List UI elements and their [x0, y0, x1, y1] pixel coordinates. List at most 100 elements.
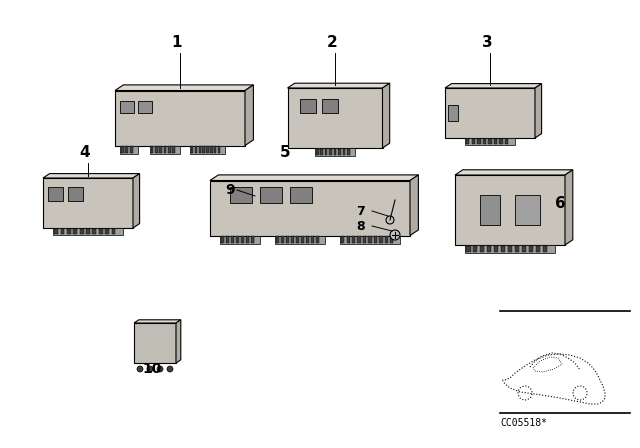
Polygon shape — [363, 236, 366, 243]
Polygon shape — [53, 228, 123, 235]
Polygon shape — [134, 323, 176, 363]
Polygon shape — [133, 174, 140, 228]
Polygon shape — [121, 146, 124, 153]
Polygon shape — [522, 246, 526, 252]
Polygon shape — [43, 178, 133, 228]
Polygon shape — [341, 236, 344, 243]
Polygon shape — [202, 146, 205, 153]
Text: 4: 4 — [80, 145, 90, 160]
Polygon shape — [134, 320, 181, 323]
Polygon shape — [515, 246, 519, 252]
Polygon shape — [565, 170, 573, 245]
Polygon shape — [369, 236, 372, 243]
Circle shape — [167, 366, 173, 372]
Polygon shape — [410, 175, 419, 236]
Polygon shape — [164, 146, 166, 153]
Polygon shape — [385, 236, 388, 243]
Bar — [448, 105, 458, 121]
Polygon shape — [150, 146, 180, 154]
Polygon shape — [346, 236, 350, 243]
Circle shape — [390, 230, 400, 240]
Polygon shape — [494, 139, 497, 144]
Polygon shape — [125, 146, 128, 153]
Bar — [290, 187, 312, 203]
Polygon shape — [465, 245, 555, 253]
Polygon shape — [501, 246, 505, 252]
Polygon shape — [195, 146, 197, 153]
Polygon shape — [115, 85, 253, 90]
Polygon shape — [67, 228, 71, 234]
Polygon shape — [480, 246, 484, 252]
Bar — [260, 187, 282, 203]
Polygon shape — [358, 236, 361, 243]
Polygon shape — [342, 149, 345, 155]
Polygon shape — [499, 139, 503, 144]
Bar — [515, 195, 540, 225]
Polygon shape — [383, 83, 390, 148]
Polygon shape — [316, 149, 319, 155]
Polygon shape — [445, 88, 535, 138]
Polygon shape — [286, 236, 289, 243]
Polygon shape — [159, 146, 162, 153]
Text: CC05518*: CC05518* — [500, 418, 547, 428]
Polygon shape — [74, 228, 77, 234]
Polygon shape — [220, 236, 260, 244]
Bar — [68, 187, 83, 201]
Polygon shape — [287, 83, 390, 88]
Polygon shape — [151, 146, 154, 153]
Polygon shape — [324, 149, 328, 155]
Polygon shape — [86, 228, 90, 234]
Polygon shape — [61, 228, 65, 234]
Polygon shape — [221, 236, 224, 243]
Polygon shape — [105, 228, 109, 234]
Polygon shape — [315, 148, 355, 156]
Polygon shape — [191, 146, 193, 153]
Polygon shape — [301, 236, 304, 243]
Polygon shape — [352, 236, 355, 243]
Circle shape — [157, 366, 163, 372]
Bar — [138, 101, 152, 113]
Polygon shape — [206, 146, 209, 153]
Polygon shape — [316, 236, 319, 243]
Polygon shape — [246, 236, 249, 243]
Polygon shape — [115, 90, 245, 146]
Polygon shape — [311, 236, 314, 243]
Polygon shape — [455, 170, 573, 175]
Polygon shape — [487, 246, 492, 252]
Polygon shape — [536, 246, 540, 252]
Polygon shape — [43, 174, 140, 178]
Polygon shape — [291, 236, 294, 243]
Text: 5: 5 — [280, 145, 291, 160]
Polygon shape — [99, 228, 102, 234]
Polygon shape — [374, 236, 377, 243]
Circle shape — [147, 366, 153, 372]
Polygon shape — [321, 149, 323, 155]
Polygon shape — [276, 236, 279, 243]
Polygon shape — [333, 149, 337, 155]
Polygon shape — [347, 149, 349, 155]
Polygon shape — [466, 139, 470, 144]
Polygon shape — [176, 320, 181, 363]
Bar — [230, 187, 252, 203]
Text: 8: 8 — [356, 220, 365, 233]
Polygon shape — [445, 84, 541, 88]
Polygon shape — [483, 139, 486, 144]
Text: 2: 2 — [326, 35, 337, 50]
Polygon shape — [80, 228, 84, 234]
Polygon shape — [241, 236, 244, 243]
Polygon shape — [529, 246, 533, 252]
Bar — [322, 99, 338, 113]
Polygon shape — [535, 84, 541, 138]
Polygon shape — [543, 246, 547, 252]
Text: 1: 1 — [172, 35, 182, 50]
Polygon shape — [210, 146, 212, 153]
Bar — [480, 195, 500, 225]
Polygon shape — [296, 236, 299, 243]
Polygon shape — [380, 236, 383, 243]
Text: 3: 3 — [482, 35, 492, 50]
Polygon shape — [210, 175, 419, 181]
Bar — [120, 101, 134, 113]
Polygon shape — [245, 85, 253, 146]
Polygon shape — [508, 246, 512, 252]
Polygon shape — [275, 236, 325, 244]
